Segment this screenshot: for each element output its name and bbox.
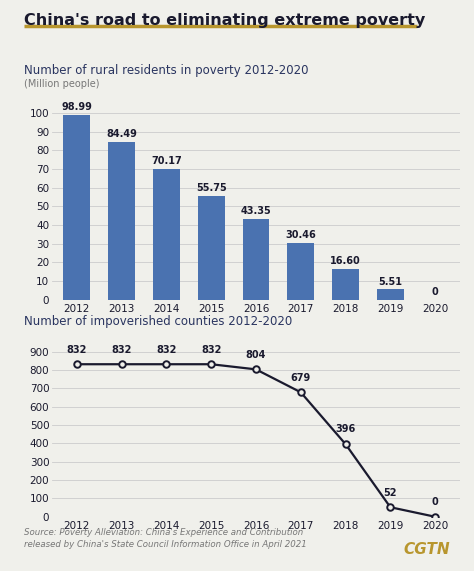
Text: 804: 804 xyxy=(246,349,266,360)
Text: CGTN: CGTN xyxy=(404,542,450,557)
Text: 832: 832 xyxy=(156,344,176,355)
Point xyxy=(431,512,439,521)
Point xyxy=(297,388,305,397)
Text: 70.17: 70.17 xyxy=(151,156,182,166)
Text: Number of impoverished counties 2012-2020: Number of impoverished counties 2012-202… xyxy=(24,315,292,328)
Text: 16.60: 16.60 xyxy=(330,256,361,266)
Bar xyxy=(332,269,359,300)
Text: 5.51: 5.51 xyxy=(378,277,402,287)
Text: 832: 832 xyxy=(66,344,87,355)
Text: 832: 832 xyxy=(201,344,221,355)
Text: 43.35: 43.35 xyxy=(241,206,271,216)
Point xyxy=(118,360,125,369)
Text: 0: 0 xyxy=(432,497,438,507)
Text: 832: 832 xyxy=(111,344,132,355)
Point xyxy=(163,360,170,369)
Text: 396: 396 xyxy=(336,424,356,435)
Bar xyxy=(377,289,404,300)
Text: (Million people): (Million people) xyxy=(24,79,99,89)
Text: Number of rural residents in poverty 2012-2020: Number of rural residents in poverty 201… xyxy=(24,64,308,77)
Text: 84.49: 84.49 xyxy=(106,129,137,139)
Bar xyxy=(108,142,135,300)
Text: 55.75: 55.75 xyxy=(196,183,227,193)
Text: 0: 0 xyxy=(432,287,438,297)
Bar xyxy=(287,243,314,300)
Bar xyxy=(243,219,269,300)
Bar xyxy=(64,115,90,300)
Text: Source: Poverty Alleviation: China's Experience and Contribution
released by Chi: Source: Poverty Alleviation: China's Exp… xyxy=(24,528,307,549)
Text: China's road to eliminating extreme poverty: China's road to eliminating extreme pove… xyxy=(24,13,425,27)
Point xyxy=(73,360,81,369)
Text: 679: 679 xyxy=(291,372,311,383)
Text: 52: 52 xyxy=(383,488,397,497)
Point xyxy=(252,365,260,374)
Point xyxy=(342,440,349,449)
Text: 98.99: 98.99 xyxy=(61,102,92,112)
Bar xyxy=(198,196,225,300)
Bar xyxy=(153,168,180,300)
Point xyxy=(207,360,215,369)
Text: 30.46: 30.46 xyxy=(285,230,316,240)
Point xyxy=(387,502,394,512)
